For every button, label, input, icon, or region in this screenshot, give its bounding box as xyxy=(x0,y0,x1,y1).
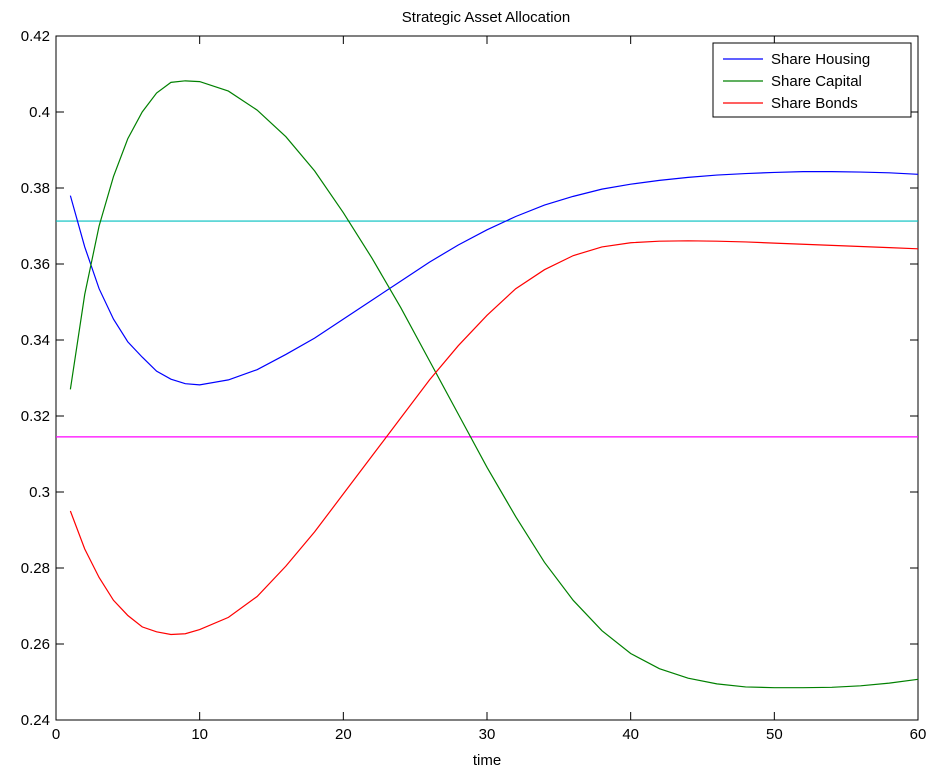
legend: Share Housing Share Capital Share Bonds xyxy=(712,42,912,118)
legend-box xyxy=(712,42,912,118)
y-tick-label: 0.28 xyxy=(21,560,50,577)
y-tick-label: 0.36 xyxy=(21,256,50,273)
y-tick-label: 0.34 xyxy=(21,332,50,349)
y-tick-label: 0.42 xyxy=(21,28,50,45)
x-tick-label: 20 xyxy=(335,726,352,743)
legend-entry: Share Housing xyxy=(771,51,870,68)
x-tick-label: 60 xyxy=(910,726,927,743)
y-tick-label: 0.24 xyxy=(21,712,50,729)
y-tick-label: 0.4 xyxy=(29,104,50,121)
legend-entry: Share Bonds xyxy=(771,95,858,112)
x-axis-label: time xyxy=(473,752,501,769)
chart-title: Strategic Asset Allocation xyxy=(402,9,570,26)
plot-area xyxy=(55,35,919,721)
x-tick-label: 10 xyxy=(191,726,208,743)
y-tick-label: 0.38 xyxy=(21,180,50,197)
series-line-share-housing xyxy=(69,171,919,386)
series-line-share-bonds xyxy=(69,240,919,636)
y-tick-label: 0.26 xyxy=(21,636,50,653)
legend-entry: Share Capital xyxy=(771,73,862,90)
x-tick-label: 30 xyxy=(479,726,496,743)
x-tick-label: 40 xyxy=(622,726,639,743)
x-tick-label: 50 xyxy=(766,726,783,743)
y-tick-label: 0.3 xyxy=(29,484,50,501)
series-line-share-capital xyxy=(69,80,919,689)
x-tick-label: 0 xyxy=(52,726,60,743)
y-tick-label: 0.32 xyxy=(21,408,50,425)
